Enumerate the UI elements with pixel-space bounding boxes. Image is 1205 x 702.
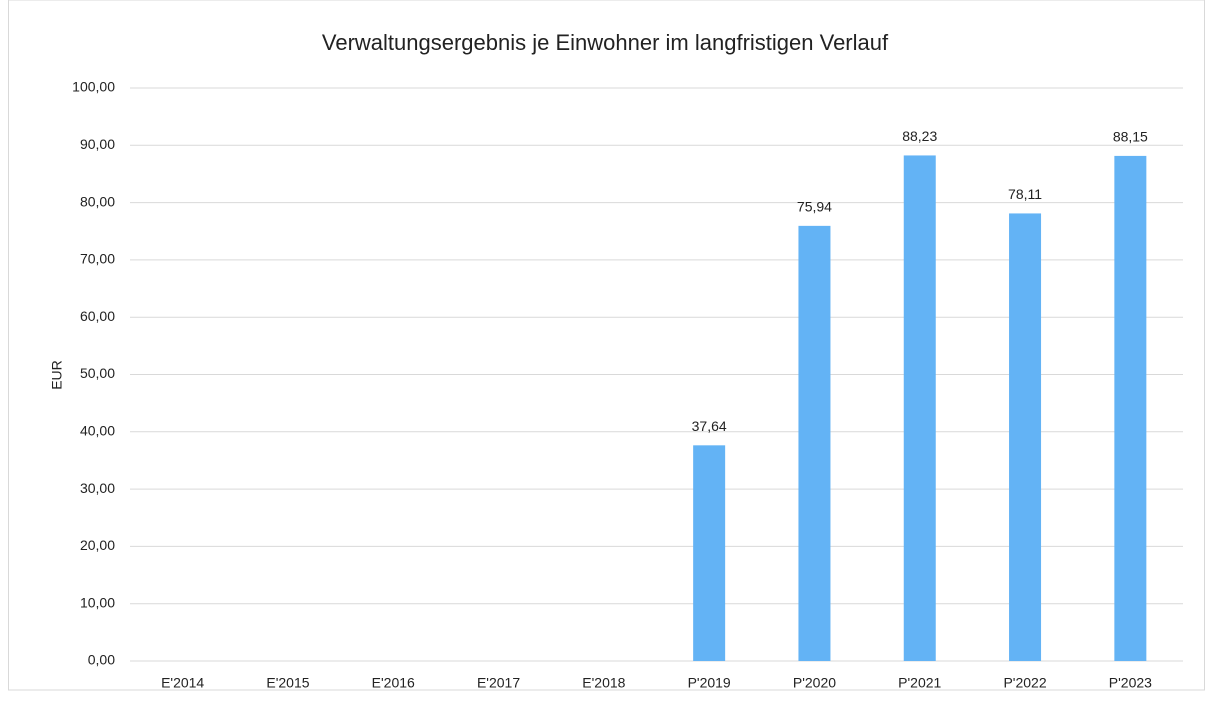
y-tick-label: 60,00 [80, 308, 115, 324]
bar [1114, 155, 1147, 661]
x-tick-label: P'2019 [688, 675, 731, 691]
x-tick-label: E'2018 [582, 675, 625, 691]
y-tick-label: 50,00 [80, 365, 115, 381]
x-tick-label: P'2023 [1109, 675, 1152, 691]
y-axis-label: EUR [49, 360, 65, 390]
data-label: 88,15 [1113, 129, 1148, 145]
bar [693, 445, 726, 661]
y-tick-label: 80,00 [80, 193, 115, 209]
y-tick-label: 20,00 [80, 537, 115, 553]
y-tick-label: 0,00 [88, 652, 115, 668]
x-tick-label: P'2022 [1003, 675, 1046, 691]
x-tick-label: P'2021 [898, 675, 941, 691]
y-tick-label: 10,00 [80, 594, 115, 610]
bar [798, 225, 831, 661]
y-tick-label: 40,00 [80, 423, 115, 439]
x-tick-label: E'2016 [372, 675, 415, 691]
data-label: 78,11 [1008, 186, 1042, 202]
bar [1009, 213, 1042, 662]
y-tick-label: 30,00 [80, 480, 115, 496]
y-tick-label: 90,00 [80, 136, 115, 152]
bar [903, 155, 936, 662]
y-tick-label: 100,00 [72, 79, 115, 95]
chart-title: Verwaltungsergebnis je Einwohner im lang… [322, 30, 889, 55]
x-tick-label: E'2014 [161, 675, 204, 691]
x-tick-label: E'2017 [477, 675, 520, 691]
y-tick-label: 70,00 [80, 251, 115, 267]
data-label: 88,23 [902, 128, 937, 144]
data-label: 75,94 [797, 199, 832, 215]
x-tick-label: E'2015 [266, 675, 309, 691]
data-label: 37,64 [692, 418, 727, 434]
x-tick-label: P'2020 [793, 675, 836, 691]
